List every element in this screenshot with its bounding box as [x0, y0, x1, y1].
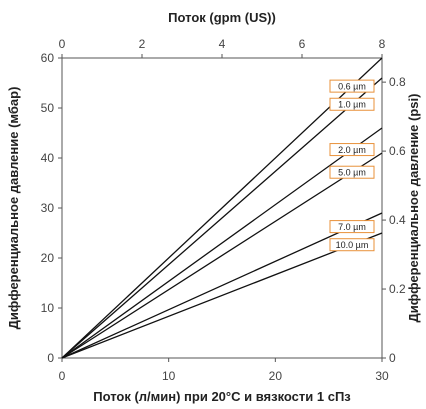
series-label-box — [329, 220, 375, 234]
y-right-tick-label: 0.6 — [389, 144, 406, 158]
series-label-box — [329, 79, 375, 93]
x-bottom-tick-label: 20 — [269, 369, 283, 383]
y-left-tick-label: 10 — [41, 301, 55, 315]
y-right-tick-label: 0.4 — [389, 213, 406, 227]
series-line-5 — [61, 232, 383, 359]
series-lines — [61, 57, 383, 359]
series-label-2: 2.0 µm — [329, 143, 375, 157]
x-top-tick-label: 4 — [219, 37, 226, 51]
y-left-tick-label: 0 — [47, 351, 54, 365]
y-left-axis-title: Дифференциальное давление (мбар) — [6, 87, 21, 330]
x-top-tick-label: 0 — [59, 37, 66, 51]
series-line-1 — [61, 77, 383, 359]
x-bottom-tick-label: 10 — [162, 369, 176, 383]
series-label-text: 7.0 µm — [338, 222, 366, 232]
y-left-tick-label: 60 — [41, 51, 55, 65]
y-right-tick-label: 0.8 — [389, 75, 406, 89]
x-top-axis-title: Поток (gpm (US)) — [168, 10, 276, 25]
series-label-text: 1.0 µm — [338, 99, 366, 109]
series-labels: 0.6 µm 1.0 µm 2.0 µm 5.0 µm 7.0 µm 10.0 µm — [329, 79, 375, 252]
y-left-tick-label: 30 — [41, 201, 55, 215]
series-label-box — [329, 97, 375, 111]
x-bottom-tick-label: 30 — [375, 369, 389, 383]
series-label-box — [329, 238, 375, 252]
series-label-1: 1.0 µm — [329, 97, 375, 111]
series-label-text: 10.0 µm — [336, 240, 369, 250]
y-right-tick-label: 0.2 — [389, 282, 406, 296]
series-label-5: 10.0 µm — [329, 238, 375, 252]
y-left-tick-label: 50 — [41, 101, 55, 115]
series-label-4: 7.0 µm — [329, 220, 375, 234]
x-top-tick-label: 8 — [379, 37, 386, 51]
series-line-0 — [61, 57, 383, 359]
series-label-text: 5.0 µm — [338, 167, 366, 177]
series-line-4 — [61, 212, 383, 359]
series-label-text: 2.0 µm — [338, 145, 366, 155]
series-label-box — [329, 143, 375, 157]
x-top-tick-label: 2 — [139, 37, 146, 51]
series-line-2 — [61, 127, 383, 359]
y-right-axis-title: Дифференциальное давление (psi) — [406, 94, 421, 323]
y-left-tick-label: 40 — [41, 151, 55, 165]
series-label-text: 0.6 µm — [338, 81, 366, 91]
x-bottom-tick-label: 0 — [59, 369, 66, 383]
series-label-3: 5.0 µm — [329, 165, 375, 179]
y-right-tick-label: 0 — [389, 351, 396, 365]
x-bottom-axis-title: Поток (л/мин) при 20°C и вязкости 1 сПз — [93, 389, 351, 404]
series-label-0: 0.6 µm — [329, 79, 375, 93]
series-label-box — [329, 165, 375, 179]
x-top-tick-label: 6 — [299, 37, 306, 51]
series-line-3 — [61, 152, 383, 359]
y-left-tick-label: 20 — [41, 251, 55, 265]
